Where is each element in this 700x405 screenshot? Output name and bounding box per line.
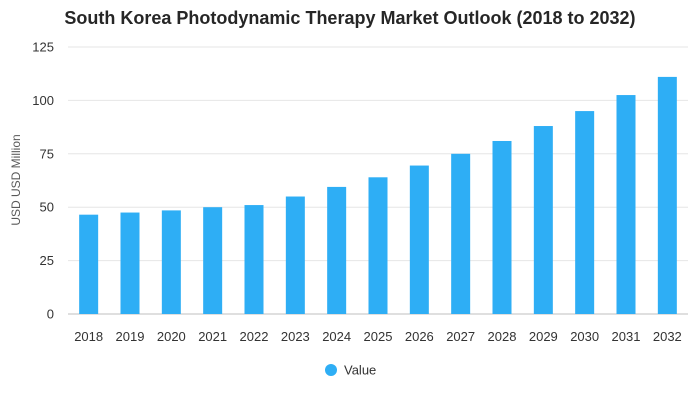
bar-2019[interactable] [120, 212, 140, 314]
bar-2023[interactable] [285, 196, 305, 314]
y-tick-label: 25 [40, 253, 54, 268]
bar-2026[interactable] [409, 165, 429, 314]
legend[interactable]: Value [325, 363, 376, 378]
bar-2025[interactable] [368, 177, 388, 314]
x-tick-label: 2021 [198, 329, 227, 344]
x-tick-label: 2027 [446, 329, 475, 344]
bar-2031[interactable] [616, 95, 636, 314]
bar-layer [79, 76, 677, 315]
axis-layer: 0 25 50 75 100 125 2018 2019 2020 2021 2022 2023 202… [32, 40, 681, 345]
x-tick-label: 2018 [74, 329, 103, 344]
bar-2021[interactable] [203, 207, 223, 314]
y-axis-label: USD USD Million [9, 134, 23, 225]
x-tick-label: 2032 [653, 329, 682, 344]
bar-2020[interactable] [161, 210, 181, 314]
x-tick-label: 2022 [240, 329, 269, 344]
y-tick-label: 100 [32, 93, 54, 108]
x-tick-label: 2020 [157, 329, 186, 344]
x-tick-label: 2031 [612, 329, 641, 344]
x-tick-label: 2026 [405, 329, 434, 344]
bar-2030[interactable] [575, 111, 595, 314]
bar-2029[interactable] [533, 126, 553, 314]
chart-title: South Korea Photodynamic Therapy Market … [64, 8, 636, 28]
legend-label-value: Value [344, 363, 376, 378]
bar-2032[interactable] [657, 76, 677, 315]
bar-2027[interactable] [451, 153, 471, 314]
x-tick-label: 2019 [116, 329, 145, 344]
y-tick-label: 125 [32, 40, 54, 55]
x-tick-label: 2023 [281, 329, 310, 344]
y-tick-label: 75 [40, 146, 54, 161]
bar-2028[interactable] [492, 140, 512, 314]
y-tick-label: 50 [40, 200, 54, 215]
x-tick-label: 2024 [322, 329, 351, 344]
legend-marker [325, 364, 337, 376]
y-tick-label: 0 [47, 307, 54, 322]
bar-2024[interactable] [327, 186, 347, 314]
x-tick-label: 2025 [364, 329, 393, 344]
x-tick-label: 2028 [488, 329, 517, 344]
bar-2018[interactable] [79, 214, 99, 314]
x-tick-label: 2030 [570, 329, 599, 344]
x-tick-label: 2029 [529, 329, 558, 344]
bar-2022[interactable] [244, 205, 264, 314]
